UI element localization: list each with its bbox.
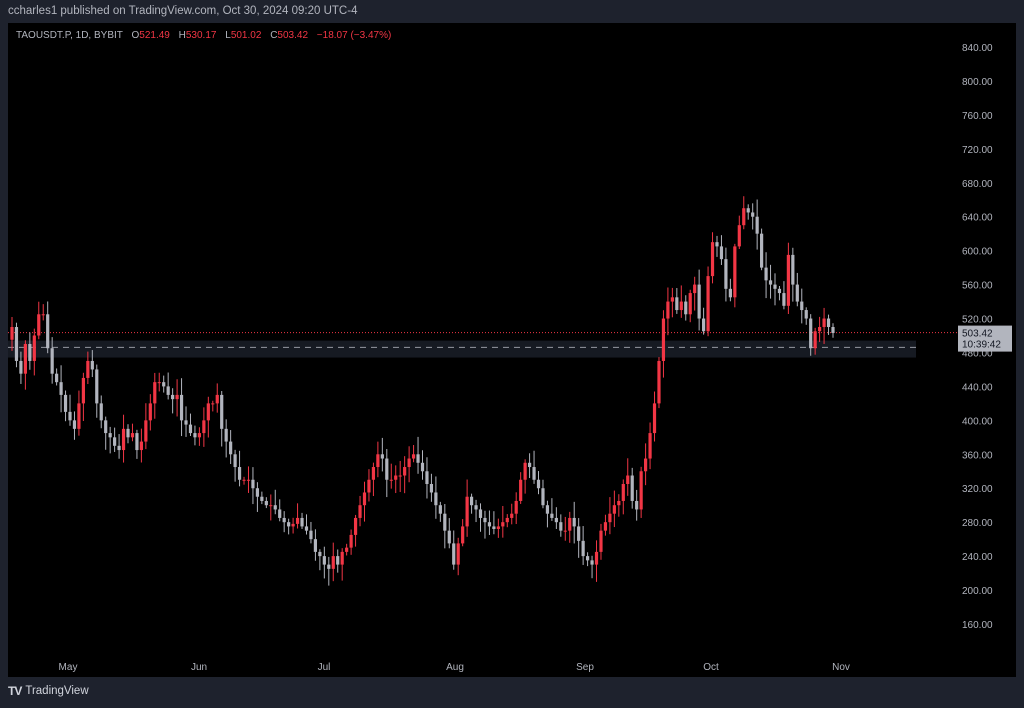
y-axis-tick: 320.00: [962, 484, 993, 495]
y-axis-tick: 800.00: [962, 77, 993, 88]
x-axis-tick: Sep: [576, 662, 594, 673]
last-price-value: 503.42: [962, 329, 993, 340]
x-axis-tick: Nov: [832, 662, 850, 673]
x-axis-tick: Jul: [318, 662, 331, 673]
y-axis-tick: 440.00: [962, 382, 993, 393]
y-axis-tick: 760.00: [962, 111, 993, 122]
x-axis-tick: Jun: [191, 662, 207, 673]
low-value: 501.02: [230, 30, 262, 41]
footer-brand[interactable]: TV TradingView: [8, 684, 89, 698]
bar-countdown: 10:39:42: [962, 340, 1001, 351]
published-note: ccharles1 published on TradingView.com, …: [8, 5, 358, 17]
y-axis-tick: 600.00: [962, 247, 993, 258]
y-axis-tick: 840.00: [962, 43, 993, 54]
tradingview-logo-icon: TV: [8, 684, 22, 698]
y-axis-tick: 520.00: [962, 315, 993, 326]
y-axis-tick: 400.00: [962, 416, 993, 427]
y-axis-tick: 720.00: [962, 145, 993, 156]
y-axis-tick: 560.00: [962, 281, 993, 292]
y-axis-tick: 480.00: [962, 348, 993, 359]
close-value: 503.42: [277, 30, 309, 41]
high-value: 530.17: [185, 30, 217, 41]
x-axis-tick: Aug: [446, 662, 464, 673]
y-axis-tick: 160.00: [962, 620, 993, 631]
last-price-tag: [958, 325, 1012, 352]
y-axis-tick: 360.00: [962, 450, 993, 461]
change-value: −18.07 (−3.47%): [316, 30, 392, 41]
candles: [10, 196, 835, 586]
ohlc-legend: TAOUSDT.P, 1D, BYBIT O521.49 H530.17 L50…: [16, 30, 392, 41]
y-axis-tick: 240.00: [962, 552, 993, 563]
y-axis-tick: 640.00: [962, 213, 993, 224]
y-axis-tick: 200.00: [962, 586, 993, 597]
x-axis-tick: May: [59, 662, 78, 673]
open-value: 521.49: [139, 30, 170, 41]
y-axis-tick: 280.00: [962, 518, 993, 529]
y-axis-tick: 680.00: [962, 179, 993, 190]
brand-name: TradingView: [25, 685, 89, 697]
symbol-label: TAOUSDT.P, 1D, BYBIT: [16, 30, 123, 41]
support-zone[interactable]: [8, 340, 916, 358]
x-axis-tick: Oct: [703, 662, 719, 673]
